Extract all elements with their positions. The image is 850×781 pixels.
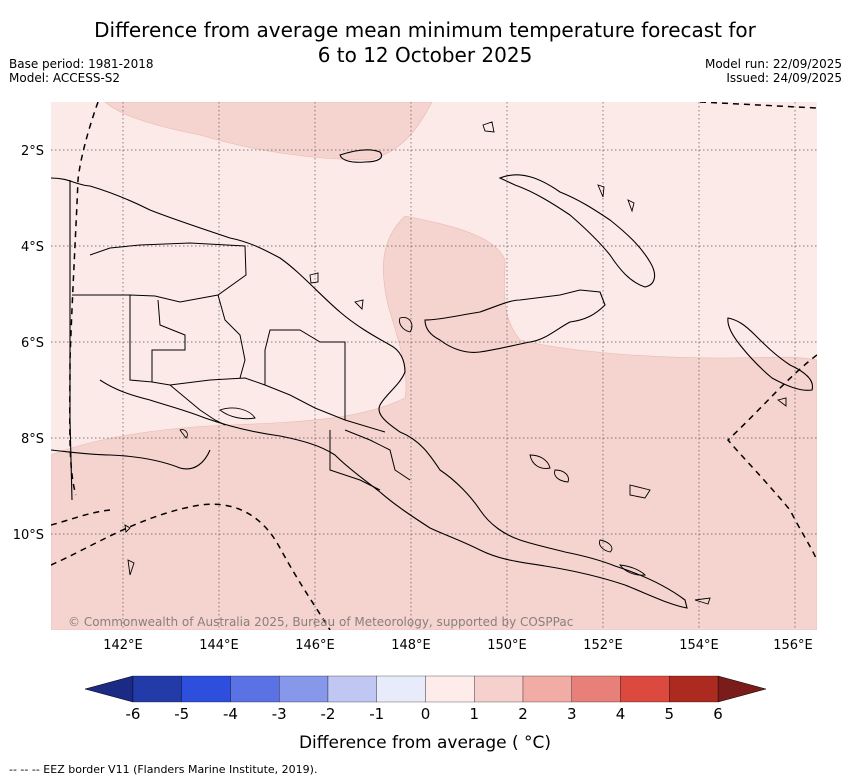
lat-label: 6°S <box>21 336 44 351</box>
colorbar-tick: 4 <box>616 705 626 723</box>
lon-label: 156°E <box>773 638 813 653</box>
colorbar-tick: -5 <box>174 705 189 723</box>
model-name: Model: ACCESS-S2 <box>9 71 121 85</box>
map-canvas: © Commonwealth of Australia 2025, Bureau… <box>51 102 817 630</box>
lon-label: 148°E <box>391 638 431 653</box>
colorbar-tick: -2 <box>321 705 336 723</box>
coastlines <box>51 121 814 609</box>
lon-label: 144°E <box>199 638 239 653</box>
colorbar-tick: 2 <box>518 705 528 723</box>
colorbar-swatch <box>425 675 475 703</box>
lat-label: 2°S <box>21 144 44 159</box>
eez-footnote: -- -- -- EEZ border V11 (Flanders Marine… <box>9 763 318 776</box>
graticule <box>51 102 817 630</box>
lat-label: 10°S <box>13 528 44 543</box>
colorbar: -6 -5 -4 -3 -2 -1 0 1 2 3 4 5 6 <box>84 675 767 723</box>
colorbar-under-arrow <box>84 675 134 703</box>
latitude-labels: 2°S 4°S 6°S 8°S 10°S <box>13 144 44 543</box>
colorbar-tick: 5 <box>664 705 674 723</box>
colorbar-tick: -4 <box>223 705 238 723</box>
colorbar-tick: -3 <box>272 705 287 723</box>
meta-right: Model run: 22/09/2025 Issued: 24/09/2025 <box>705 57 842 85</box>
eez-borders <box>51 102 817 630</box>
colorbar-swatch <box>181 675 231 703</box>
colorbar-swatch <box>327 675 377 703</box>
colorbar-swatch <box>474 675 524 703</box>
lat-label: 4°S <box>21 240 44 255</box>
south-coast-fly <box>51 449 211 470</box>
longitude-labels: 142°E 144°E 146°E 148°E 150°E 152°E 154°… <box>103 638 813 653</box>
colorbar-tick: 0 <box>421 705 431 723</box>
base-period: Base period: 1981-2018 <box>9 57 154 71</box>
issued-date: Issued: 24/09/2025 <box>726 71 842 85</box>
title-line-1: Difference from average mean minimum tem… <box>94 18 756 42</box>
png-indonesia-border <box>69 180 73 501</box>
lon-label: 154°E <box>679 638 719 653</box>
colorbar-swatch <box>669 675 719 703</box>
manus-island <box>339 149 383 163</box>
colorbar-swatch <box>522 675 572 703</box>
colorbar-tick-labels: -6 -5 -4 -3 -2 -1 0 1 2 3 4 5 6 <box>126 705 723 723</box>
copyright-notice: © Commonwealth of Australia 2025, Bureau… <box>68 615 573 629</box>
colorbar-swatch <box>571 675 621 703</box>
colorbar-tick: 6 <box>713 705 723 723</box>
new-ireland-island <box>498 174 656 288</box>
colorbar-swatch <box>132 675 182 703</box>
anomaly-field-1-to-2-south <box>51 215 817 630</box>
province-borders <box>72 242 411 491</box>
model-run: Model run: 22/09/2025 <box>704 57 842 71</box>
new-guinea-coast <box>51 177 688 609</box>
colorbar-tick: -1 <box>369 705 384 723</box>
colorbar-tick: 3 <box>567 705 577 723</box>
colorbar-label: Difference from average ( °C) <box>298 733 552 753</box>
lon-label: 142°E <box>103 638 143 653</box>
title-line-2: 6 to 12 October 2025 <box>317 43 533 67</box>
lat-label: 8°S <box>21 432 44 447</box>
colorbar-tick: 1 <box>469 705 479 723</box>
small-islands <box>309 121 787 605</box>
dentrecasteaux-islands <box>529 454 646 576</box>
anomaly-field-1-to-2-north <box>104 102 433 161</box>
colorbar-swatch <box>279 675 329 703</box>
bougainville-island <box>727 317 814 391</box>
lon-label: 146°E <box>295 638 335 653</box>
colorbar-tick: -6 <box>126 705 141 723</box>
map-title: Difference from average mean minimum tem… <box>0 18 850 68</box>
colorbar-swatches <box>132 675 719 703</box>
colorbar-swatch <box>230 675 280 703</box>
colorbar-swatch <box>620 675 670 703</box>
meta-left: Base period: 1981-2018 Model: ACCESS-S2 <box>9 57 154 85</box>
new-britain-island <box>424 289 606 353</box>
colorbar-over-arrow <box>717 675 767 703</box>
lon-label: 152°E <box>583 638 623 653</box>
fly-delta-islands <box>124 407 256 576</box>
lon-label: 150°E <box>487 638 527 653</box>
colorbar-swatch <box>376 675 426 703</box>
